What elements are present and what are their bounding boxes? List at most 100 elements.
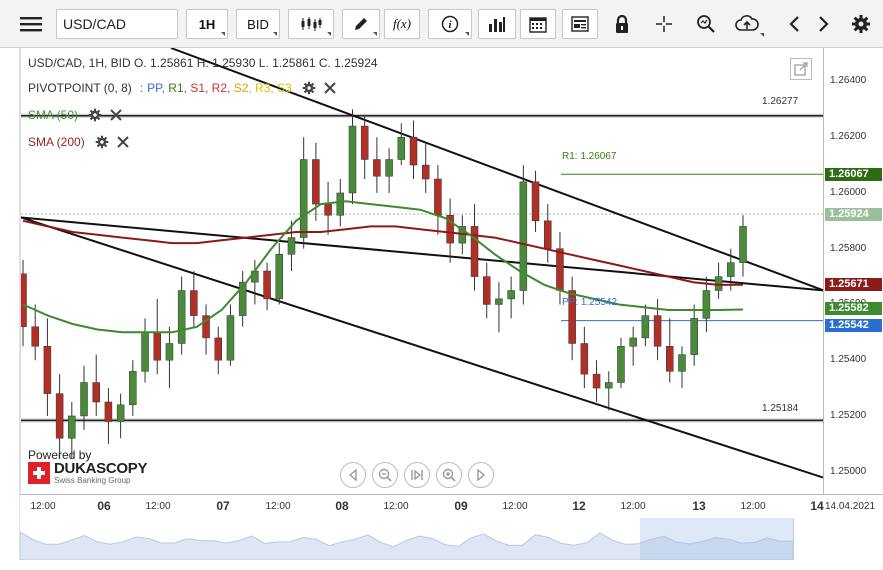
price-tick-label: 1.26400 <box>830 75 867 87</box>
sma200-settings-icon[interactable] <box>95 135 109 149</box>
hamburger-icon[interactable] <box>14 9 48 39</box>
calendar-button[interactable] <box>520 9 556 39</box>
price-axis[interactable]: 1.264001.262001.260001.258001.256001.254… <box>823 48 883 494</box>
chevron-left-icon <box>789 16 799 32</box>
sma50-legend: SMA (50) <box>28 108 122 122</box>
pivot-sep: : <box>139 81 144 95</box>
nav-left-icon <box>348 469 357 481</box>
sma200-line <box>22 219 744 286</box>
volume-scrollbar[interactable] <box>793 518 883 560</box>
current-date-label: 14.04.2021 <box>824 501 876 512</box>
sma200-label: SMA (200) <box>28 135 85 149</box>
pivot-legend: PIVOTPOINT (0, 8) : PP, R1, S1, R2, S2, … <box>28 81 336 95</box>
volume-button[interactable] <box>478 9 516 39</box>
info-button[interactable]: i <box>428 9 472 39</box>
sma50-settings-icon[interactable] <box>88 108 102 122</box>
candle-body <box>21 273 27 328</box>
function-button[interactable]: f(x) <box>384 9 420 39</box>
candle-body <box>312 159 320 205</box>
candle-body <box>495 298 503 305</box>
candle-body <box>641 315 650 339</box>
info-icon: i <box>441 15 459 33</box>
price-tag: 1.25924 <box>825 207 882 221</box>
expand-button[interactable] <box>790 58 812 80</box>
price-tick-label: 1.25000 <box>830 465 867 477</box>
crosshair-button[interactable] <box>646 9 682 39</box>
scroll-left-button[interactable] <box>780 9 808 39</box>
timeframe-selector[interactable]: 1H <box>186 9 228 39</box>
sma200-legend: SMA (200) <box>28 135 129 149</box>
candle-body <box>690 318 698 355</box>
price-chart[interactable] <box>21 48 823 494</box>
lock-icon <box>616 14 628 33</box>
price-tick-label: 1.25200 <box>830 409 867 421</box>
nav-right-icon <box>477 469 486 481</box>
candle-body <box>153 332 161 361</box>
pivot-item-s1: S1, <box>190 81 212 95</box>
time-day-label: 14 <box>810 499 824 513</box>
zoom-button[interactable] <box>688 9 724 39</box>
time-day-label: 12 <box>572 499 586 513</box>
candle-body <box>336 192 345 216</box>
volume-navigator[interactable] <box>19 518 794 561</box>
candle-body <box>397 136 406 160</box>
candle-body <box>141 332 149 372</box>
draw-button[interactable] <box>342 9 380 39</box>
time-day-label: 06 <box>97 499 111 513</box>
time-axis[interactable]: 12:00 06 12:00 07 12:00 08 12:00 09 12:00 12 12:00… <box>20 494 883 518</box>
visible-range-window[interactable] <box>640 518 793 560</box>
zoom-in-button[interactable] <box>436 462 462 488</box>
candle-body <box>666 346 674 372</box>
candlestick-button[interactable] <box>288 9 334 39</box>
nav-right-button[interactable] <box>468 462 494 488</box>
news-button[interactable] <box>562 9 598 39</box>
chart-area[interactable] <box>20 48 823 494</box>
price-tick-label: 1.26200 <box>830 131 867 143</box>
price-tick-label: 1.25800 <box>830 242 867 254</box>
candle-body <box>373 159 381 177</box>
pivot-close-icon[interactable] <box>324 82 336 94</box>
pivot-items: PP, R1, S1, R2, S2, R3, S3 <box>147 81 292 95</box>
sma200-close-icon[interactable] <box>116 136 129 148</box>
dukascopy-logo[interactable]: DUKASCOPY Swiss Banking Group <box>28 461 147 485</box>
time-day-label: 07 <box>216 499 230 513</box>
price-tag: 1.25542 <box>825 319 882 333</box>
time-hour-label: 12:00 <box>502 501 528 512</box>
pivot-settings-icon[interactable] <box>302 81 316 95</box>
candle-body <box>55 393 64 439</box>
chevron-right-icon <box>819 16 829 32</box>
candle-body <box>678 354 686 372</box>
lock-button[interactable] <box>604 9 640 39</box>
reset-button[interactable] <box>404 462 430 488</box>
sma50-line <box>22 200 744 334</box>
settings-button[interactable] <box>846 9 876 39</box>
ohlc-readout: USD/CAD, 1H, BID O. 1.25861 H. 1.25930 L… <box>28 56 378 70</box>
time-hour-label: 12:00 <box>620 501 646 512</box>
time-hour-label: 12:00 <box>383 501 409 512</box>
zoom-in-icon <box>442 468 456 482</box>
pivot-item-r1: R1, <box>168 81 191 95</box>
symbol-selector[interactable]: USD/CAD <box>56 9 178 39</box>
sma50-close-icon[interactable] <box>110 109 122 121</box>
price-tag: 1.25671 <box>825 278 882 292</box>
candle-body <box>714 276 723 291</box>
cloud-button[interactable] <box>728 9 766 39</box>
candle-body <box>434 178 442 216</box>
candle-body <box>287 237 296 255</box>
side-selector[interactable]: BID <box>236 9 280 39</box>
scroll-right-button[interactable] <box>810 9 838 39</box>
zoom-out-button[interactable] <box>372 462 398 488</box>
brand-tagline: Swiss Banking Group <box>54 476 131 485</box>
pivot-item-r2: R2, <box>211 81 234 95</box>
pencil-icon <box>355 18 367 30</box>
candle-body <box>446 215 454 244</box>
candle-body <box>43 346 52 394</box>
price-tag: 1.26067 <box>825 167 882 181</box>
lower-channel-line <box>21 216 823 479</box>
candle-body <box>324 203 332 216</box>
calendar-icon <box>529 17 547 33</box>
time-hour-label: 12:00 <box>30 501 56 512</box>
time-day-label: 09 <box>454 499 468 513</box>
pp-level-label: PP: 1.25542 <box>562 297 618 308</box>
nav-left-button[interactable] <box>340 462 366 488</box>
